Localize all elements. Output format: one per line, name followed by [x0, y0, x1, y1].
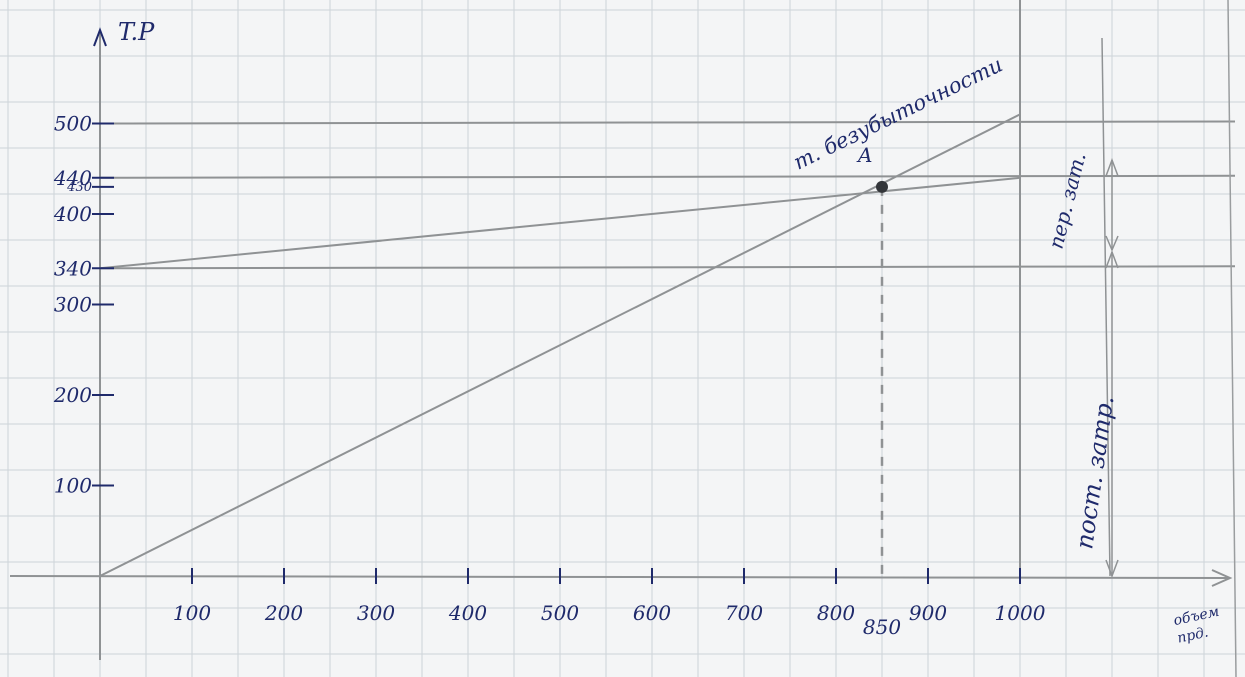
y-tick-label-400: 400 [53, 202, 92, 226]
x-tick-label-1000: 1000 [995, 601, 1046, 625]
tick-marks [92, 122, 1021, 584]
y-axis-title: T.P [118, 18, 155, 46]
y-tick-label-100: 100 [54, 474, 92, 498]
x-tick-label-200: 200 [264, 601, 303, 625]
reference-lines [99, 0, 1236, 576]
page-edge-line [1227, 0, 1237, 677]
x-tick-label-500: 500 [541, 601, 579, 625]
x-tick-label-400: 400 [448, 601, 487, 625]
outer-vertical-line [1101, 37, 1111, 577]
x-tick-label-600: 600 [633, 601, 671, 625]
variable-costs-arrow-top [1105, 157, 1119, 177]
y-tick-label-500: 500 [54, 112, 92, 136]
y-tick-label-440: 440 [53, 166, 92, 190]
x-tick-label-100: 100 [173, 601, 211, 625]
x-axis-title: объемпрд. [1172, 604, 1224, 647]
x-axis-arrow [1211, 569, 1233, 587]
y-tick-label-200: 200 [53, 383, 92, 407]
fixed-costs-arrow-bottom [1105, 559, 1119, 579]
series-line-2 [99, 176, 1021, 270]
x-tick-label-300: 300 [357, 601, 395, 625]
axes [9, 27, 1233, 660]
x-tick-label-800: 800 [817, 601, 855, 625]
tick-labels: 100 200 300 400 500 600 700 800 850 900 1000 100 200… [53, 112, 1046, 640]
x-axis-title-part: прд. [1176, 624, 1210, 646]
reference-line-y-500 [99, 120, 1236, 125]
y-tick-label-430: 430 [66, 180, 92, 195]
reference-line-y-340 [99, 265, 1236, 270]
break-even-point [876, 180, 888, 193]
x-tick-label-850: 850 [863, 615, 901, 639]
x-tick-label-700: 700 [725, 601, 763, 625]
series-lines [99, 113, 1021, 577]
y-tick-label-300: 300 [54, 293, 92, 317]
x-tick-label-900: 900 [909, 601, 947, 625]
y-axis-arrow [93, 27, 107, 47]
x-axis [9, 575, 1229, 579]
y-tick-label-340: 340 [54, 256, 92, 280]
point-label: A [856, 143, 872, 167]
reference-line-y-440 [99, 174, 1236, 179]
fixed-costs-arrow-top [1105, 249, 1119, 269]
variable-costs-label: пер. зат. [1044, 150, 1091, 251]
series-line-1 [99, 113, 1021, 577]
